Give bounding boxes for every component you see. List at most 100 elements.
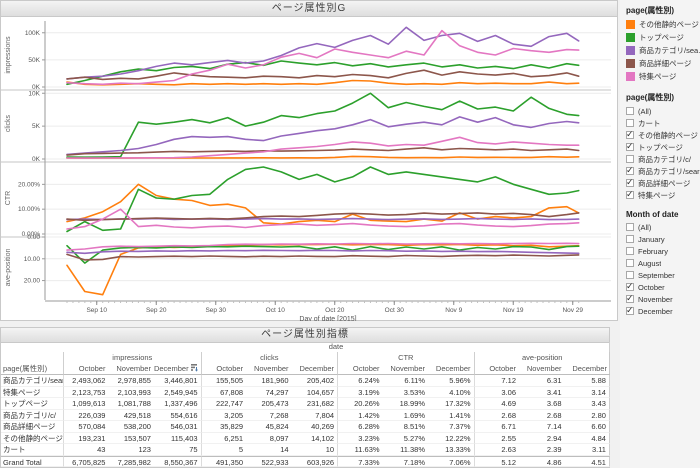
checkbox-icon[interactable] <box>626 141 634 152</box>
x-tick-label: Sep 30 <box>205 307 226 314</box>
table-cell: 2.68 <box>473 409 520 421</box>
y-axis-title: clicks <box>5 114 12 132</box>
table-cell: 222,747 <box>200 398 247 410</box>
series-line-other_static <box>66 183 580 225</box>
table-cell: 4.86 <box>519 455 565 467</box>
filter-item[interactable]: カート <box>626 117 700 129</box>
table-row-label: カート <box>1 444 63 456</box>
sort-descending-icon[interactable] <box>190 364 198 376</box>
table-cell: 11.38% <box>382 444 429 456</box>
table-cell: 7.14 <box>519 421 565 433</box>
table-row-label: 商品カテゴリ/c/ <box>1 410 63 421</box>
checkbox-icon[interactable] <box>626 129 634 140</box>
filter-item[interactable]: 商品カテゴリ/c/ <box>626 153 700 165</box>
legend-swatch-icon <box>626 20 635 29</box>
filter-item-label: October <box>638 282 665 292</box>
column-group-header: clicks <box>200 352 337 363</box>
filter-item[interactable]: December <box>626 305 700 317</box>
legend-swatch-icon <box>626 46 635 55</box>
filter-item[interactable]: November <box>626 293 700 305</box>
filter-item[interactable]: February <box>626 245 700 257</box>
filter-item[interactable]: (All) <box>626 221 700 233</box>
table-cell: 5.88 <box>564 375 610 387</box>
legend-item[interactable]: 商品詳細ページ <box>626 57 700 70</box>
y-tick-label: 5K <box>32 123 41 130</box>
legend-swatch-icon <box>626 33 635 42</box>
month-column-header[interactable]: December <box>153 363 201 376</box>
table-cell: 5 <box>200 444 247 456</box>
table-title: ページ属性別指標 <box>1 328 609 343</box>
column-group-header: impressions <box>63 352 201 363</box>
filter-item[interactable]: 特集ページ <box>626 189 700 201</box>
filter-item[interactable]: トップページ <box>626 141 700 153</box>
table-cell: 6.60 <box>564 421 610 433</box>
checkbox-icon[interactable] <box>626 119 634 127</box>
checkbox-icon[interactable] <box>626 281 634 292</box>
legend-item-label: 特集ページ <box>639 72 677 81</box>
legend-item[interactable]: その他静的ページ <box>626 18 700 31</box>
legend-item[interactable]: トップページ <box>626 31 700 44</box>
filter-item[interactable]: January <box>626 233 700 245</box>
filter-item-label: December <box>638 306 673 316</box>
trend-chart[interactable]: 0K 50K 100K impressions 0K 5K 10K clicks 0.00% 10… <box>1 17 617 323</box>
table-cell: 603,926 <box>291 455 338 467</box>
y-axis-title: impressions <box>5 36 12 74</box>
filter-item[interactable]: 商品カテゴリ/sear… <box>626 165 700 177</box>
series-line-detail <box>66 212 580 222</box>
table-cell: 11.63% <box>337 444 383 456</box>
checkbox-icon[interactable] <box>626 271 634 279</box>
x-tick-label: Sep 10 <box>86 307 107 314</box>
checkbox-icon[interactable] <box>626 247 634 255</box>
table-cell: 2.39 <box>519 444 565 456</box>
table-cell: 3,446,801 <box>153 375 201 387</box>
table-cell: 1.41% <box>428 410 474 421</box>
checkbox-icon[interactable] <box>626 293 634 304</box>
table-cell: 20.26% <box>337 398 383 410</box>
checkbox-icon[interactable] <box>626 305 634 316</box>
checkbox-icon[interactable] <box>626 235 634 243</box>
filter-item[interactable]: 商品詳細ページ <box>626 177 700 189</box>
table-cell: 6.28% <box>337 421 383 433</box>
table-cell: 2.94 <box>519 433 565 444</box>
filter-item[interactable]: September <box>626 269 700 281</box>
series-line-feature <box>66 136 580 159</box>
row-dimension-header: page(属性別) <box>1 363 63 375</box>
table-cell: 205,473 <box>246 398 292 410</box>
table-cell: 1,081,788 <box>108 398 154 410</box>
table-cell: 153,507 <box>108 433 154 444</box>
checkbox-icon[interactable] <box>626 259 634 267</box>
month-column-header: October <box>473 363 520 375</box>
filter-item-label: (All) <box>638 222 652 232</box>
checkbox-icon[interactable] <box>626 165 634 176</box>
column-group-header: CTR <box>337 352 473 363</box>
legend-item[interactable]: 特集ページ <box>626 70 700 83</box>
y-tick-label: 0.00 <box>27 234 40 241</box>
checkbox-icon[interactable] <box>626 189 634 200</box>
checkbox-icon[interactable] <box>626 107 634 115</box>
filter-item[interactable]: その他静的ページ <box>626 129 700 141</box>
month-column-header: November <box>108 363 154 375</box>
table-cell: 8.51% <box>382 421 429 433</box>
filter-item[interactable]: August <box>626 257 700 269</box>
table-cell: 2.63 <box>473 444 520 456</box>
y-tick-label: 10.00 <box>24 256 41 263</box>
table-cell: 6.31 <box>519 375 565 387</box>
table-cell: 1.42% <box>337 409 383 421</box>
filter-item[interactable]: (All) <box>626 105 700 117</box>
checkbox-icon[interactable] <box>626 177 634 188</box>
metrics-table: date impressions clicks CTR ave-position page… <box>1 342 610 467</box>
table-cell: 123 <box>108 444 154 456</box>
checkbox-icon[interactable] <box>626 223 634 231</box>
filter-item-label: August <box>638 258 662 268</box>
checkbox-icon[interactable] <box>626 155 634 163</box>
table-cell: 491,350 <box>200 455 247 467</box>
table-cell: 554,616 <box>153 410 201 421</box>
legend-item[interactable]: 商品カテゴリ/sea… <box>626 44 700 57</box>
x-tick-label: Nov 29 <box>562 307 583 314</box>
filter-item[interactable]: October <box>626 281 700 293</box>
series-line-top <box>66 92 580 158</box>
table-cell: 6.71 <box>473 421 520 433</box>
table-cell: 2.80 <box>564 409 610 421</box>
table-cell: 2.55 <box>473 432 520 444</box>
table-cell: 4.84 <box>564 432 610 444</box>
